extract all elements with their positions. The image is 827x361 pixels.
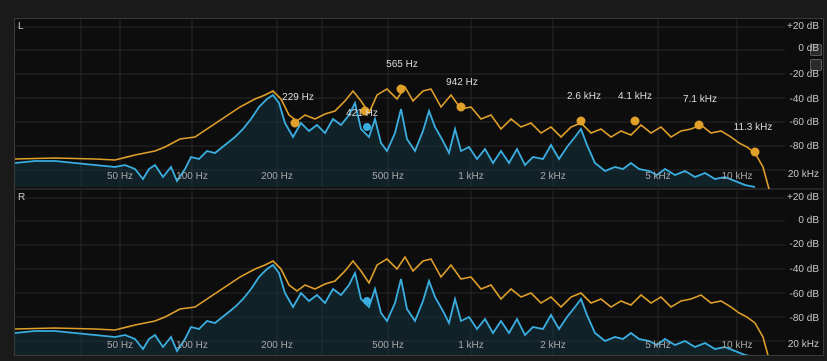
freq-label-100hz-bottom: 100 Hz	[176, 340, 208, 351]
peak-hold-curve-bottom	[15, 255, 769, 355]
scroll-up-button[interactable]	[810, 44, 822, 56]
db-label-minus40-bottom: -40 dB	[789, 264, 819, 275]
freq-max-label-bottom: 20 kHz	[787, 339, 819, 350]
peak-label-7-1khz: 7.1 kHz	[683, 94, 717, 105]
freq-label-1khz-bottom: 1 kHz	[458, 340, 484, 351]
spectrum-curve-top	[15, 93, 756, 188]
freq-label-2khz-top: 2 kHz	[540, 171, 566, 182]
db-label-0-bottom: 0 dB	[798, 215, 819, 226]
freq-label-5khz-bottom: 5 kHz	[645, 340, 671, 351]
freq-label-5khz-top: 5 kHz	[645, 171, 671, 182]
freq-label-2khz-bottom: 2 kHz	[540, 340, 566, 351]
db-label-minus60-bottom: -60 dB	[789, 289, 819, 300]
db-label-minus80-bottom: -80 dB	[789, 313, 819, 324]
peak-label-229hz: 229 Hz	[282, 92, 314, 103]
spectrum-fill-top	[15, 95, 755, 187]
spectrum-curve-bottom	[15, 263, 750, 355]
db-label-0-top: 0 dB	[798, 43, 819, 54]
freq-label-50hz-top: 50 Hz	[106, 171, 134, 182]
freq-label-200hz-bottom: 200 Hz	[261, 340, 293, 351]
freq-label-10khz-top: 10 kHz	[721, 171, 753, 182]
peak-marker	[290, 118, 300, 128]
channel-label-left: L	[18, 21, 24, 32]
spectrum-marker-top	[363, 123, 371, 131]
peak-label-942hz: 942 Hz	[446, 77, 478, 88]
peak-marker	[360, 106, 370, 116]
freq-max-label-top: 20 kHz	[787, 169, 819, 180]
db-label-plus20-bottom: +20 dB	[787, 192, 819, 203]
freq-label-200hz-top: 200 Hz	[261, 171, 293, 182]
db-label-minus20-bottom: -20 dB	[789, 239, 819, 250]
freq-label-10khz-bottom: 10 kHz	[721, 340, 753, 351]
freq-label-50hz-bottom: 50 Hz	[106, 340, 134, 351]
peak-marker	[396, 84, 406, 94]
db-label-minus40-top: -40 dB	[789, 94, 819, 105]
peak-label-4-1khz: 4.1 kHz	[618, 91, 652, 102]
peak-label-421hz: 421 Hz	[346, 108, 378, 119]
peak-label-2-6khz: 2.6 kHz	[567, 91, 601, 102]
freq-label-100hz-top: 100 Hz	[176, 171, 208, 182]
db-label-minus80-top: -80 dB	[789, 141, 819, 152]
peak-marker	[630, 116, 640, 126]
freq-label-500hz-bottom: 500 Hz	[372, 340, 404, 351]
channel-label-right: R	[18, 192, 26, 203]
peak-marker	[750, 147, 760, 157]
peak-label-11-3khz: 11.3 kHz	[733, 122, 773, 133]
scroll-down-button[interactable]	[810, 59, 822, 71]
spectrum-marker-bottom	[363, 297, 371, 305]
freq-label-1khz-top: 1 kHz	[458, 171, 484, 182]
peak-label-565hz: 565 Hz	[386, 59, 418, 70]
peak-marker	[694, 120, 704, 130]
db-label-minus60-top: -60 dB	[789, 117, 819, 128]
db-label-minus20-top: -20 dB	[789, 69, 819, 80]
peak-hold-curve-top	[15, 85, 770, 190]
peak-marker	[576, 116, 586, 126]
freq-label-500hz-top: 500 Hz	[372, 171, 404, 182]
spectrum-display: L R +20 dB 0 dB -20 dB -40 dB -60 dB -80…	[14, 18, 824, 356]
db-label-plus20-top: +20 dB	[787, 21, 819, 32]
spectrum-plot	[15, 19, 823, 355]
peak-marker	[456, 102, 466, 112]
